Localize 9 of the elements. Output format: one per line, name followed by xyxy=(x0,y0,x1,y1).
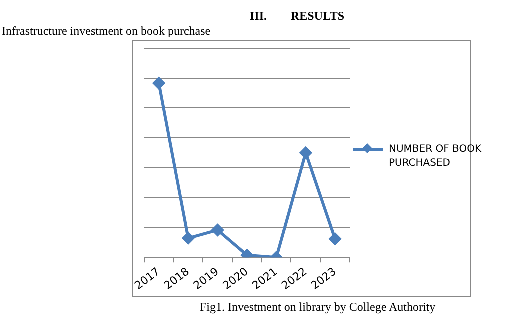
text: III. RESULTS xyxy=(250,9,345,24)
point xyxy=(212,224,224,236)
point xyxy=(300,147,312,160)
chart-title: Infrastructure investment on book purchase xyxy=(2,24,211,39)
legend-label: NUMBER OF BOOK PURCHASED xyxy=(389,143,483,171)
point xyxy=(182,232,194,244)
caption: Fig1. Investment on library by College Authority xyxy=(200,300,436,315)
point xyxy=(153,77,166,90)
point xyxy=(329,233,342,246)
